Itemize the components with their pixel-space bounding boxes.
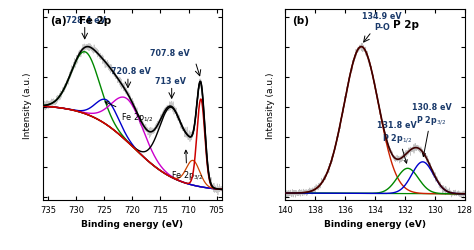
Text: Fe 2p: Fe 2p [79, 16, 111, 26]
Text: (b): (b) [292, 16, 309, 26]
Y-axis label: Intensity (a.u.): Intensity (a.u.) [265, 72, 274, 138]
X-axis label: Binding energy (eV): Binding energy (eV) [82, 219, 183, 228]
Text: 720.8 eV: 720.8 eV [111, 67, 151, 76]
Text: 707.8 eV: 707.8 eV [150, 49, 190, 58]
Y-axis label: Intensity (a.u.): Intensity (a.u.) [23, 72, 32, 138]
Text: 131.8 eV
P 2p$_{1/2}$: 131.8 eV P 2p$_{1/2}$ [377, 121, 417, 164]
Text: 134.9 eV
P-O: 134.9 eV P-O [363, 12, 402, 32]
X-axis label: Binding energy (eV): Binding energy (eV) [324, 219, 426, 228]
Text: 728.4 eV: 728.4 eV [66, 16, 106, 24]
Text: Fe 2p$_{1/2}$: Fe 2p$_{1/2}$ [105, 102, 154, 123]
Text: 713 eV: 713 eV [155, 76, 186, 85]
Text: 130.8 eV
P 2p$_{3/2}$: 130.8 eV P 2p$_{3/2}$ [412, 103, 451, 157]
Text: Fe 2p$_{3/2}$: Fe 2p$_{3/2}$ [171, 151, 203, 182]
Text: P 2p: P 2p [393, 20, 419, 30]
Text: (a): (a) [50, 16, 66, 26]
